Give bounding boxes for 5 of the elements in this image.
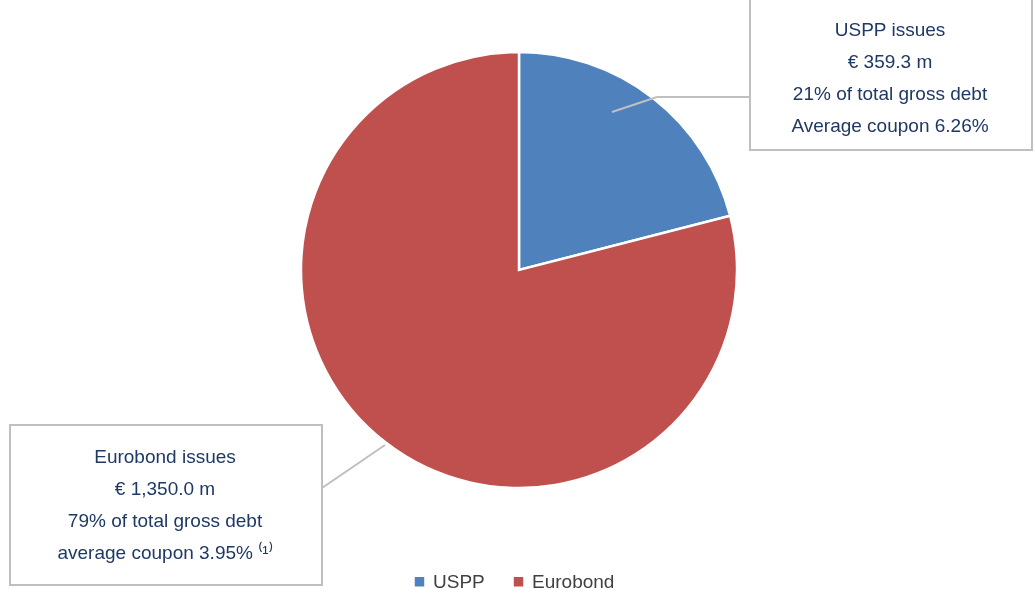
legend-label: Eurobond: [532, 570, 615, 592]
text: Eurobond issues € 1,350.0 m 79% of total gross debt average coupon 3.95% ⁽¹⁾: [57, 446, 273, 563]
legend-label: USPP: [433, 570, 485, 592]
pie-slice: [299, 50, 739, 490]
text: USPP issues € 359.3 m 21% of total gross debt Average coupon 6.26%: [791, 19, 989, 136]
